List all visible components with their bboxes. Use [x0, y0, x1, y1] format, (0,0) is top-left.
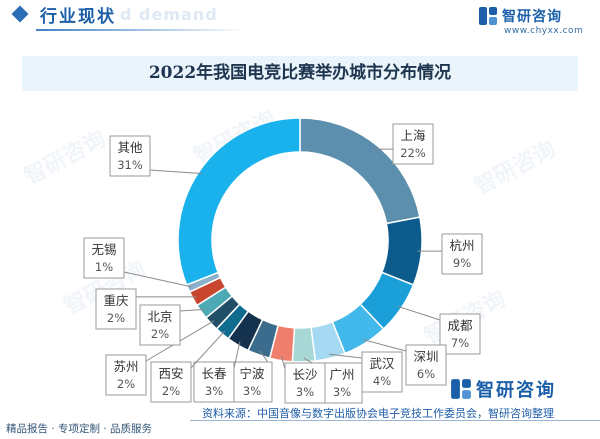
- slice-label: 武汉: [369, 356, 395, 371]
- slice-value-label: 2%: [162, 384, 180, 398]
- data-label-box: [105, 354, 147, 396]
- footer-divider: [190, 420, 600, 421]
- leader-line: [179, 308, 205, 312]
- donut-slice: [291, 326, 317, 363]
- slice-label: 广州: [329, 367, 354, 382]
- slice-label: 宁波: [239, 366, 265, 381]
- data-label-box: [95, 288, 137, 330]
- donut-slice: [177, 117, 301, 286]
- leader-line: [281, 356, 286, 370]
- slice-value-label: 1%: [95, 260, 113, 274]
- leader-line: [123, 271, 192, 288]
- leader-line: [363, 339, 407, 352]
- section-title: 行业现状: [40, 7, 116, 27]
- slice-value-label: 7%: [451, 336, 469, 350]
- source-note: 资料来源：中国音像与数字出版协会电子竞技工作委员会，智研咨询整理: [202, 407, 554, 420]
- slice-value-label: 6%: [417, 367, 435, 381]
- data-label-box: [441, 233, 483, 275]
- slice-label: 成都: [447, 318, 473, 333]
- leader-line: [397, 305, 441, 321]
- slice-value-label: 2%: [107, 311, 125, 325]
- data-label-box: [284, 362, 326, 404]
- slice-value-label: 22%: [400, 146, 426, 160]
- data-label-box: [139, 304, 181, 346]
- slice-label: 其他: [117, 140, 143, 155]
- brand-url: www.chyxx.com: [504, 26, 584, 36]
- data-label-box: [193, 361, 235, 403]
- leader-line: [233, 341, 241, 369]
- zhiyan-logo-icon: [451, 379, 471, 399]
- slice-value-label: 9%: [453, 256, 471, 270]
- data-label-box: [83, 237, 125, 279]
- section-underline: [36, 29, 246, 31]
- section-title-ghost-text: d demand: [120, 5, 218, 24]
- donut-slices: [177, 117, 423, 363]
- data-label-box: [231, 361, 273, 403]
- slice-value-label: 2%: [151, 327, 169, 341]
- leader-line: [190, 330, 226, 369]
- brand-name: 智研咨询: [502, 9, 562, 25]
- footer-tagline: 精品报告 · 专项定制 · 品质服务: [6, 423, 153, 435]
- slice-label: 北京: [147, 309, 172, 324]
- chart-title: 2022年我国电竞比赛举办城市分布情况: [148, 63, 452, 83]
- slice-value-label: 3%: [243, 384, 261, 398]
- slice-label: 杭州: [449, 238, 474, 253]
- footer-brand-logo: 智研咨询: [450, 376, 590, 404]
- data-label-box: [405, 344, 447, 386]
- donut-labels: 上海 22% 杭州 9% 成都 7% 深圳 6% 武汉 4% 广州 3% 长沙 3% 宁波 3% 长春 3% 西安 2…: [83, 123, 483, 404]
- section-header: 行业现状 d demand: [0, 0, 600, 38]
- slice-label: 重庆: [103, 293, 129, 308]
- slice-label: 苏州: [113, 359, 138, 374]
- brand-logo: 智研咨询 www.chyxx.com: [478, 4, 596, 38]
- slice-label: 无锡: [91, 242, 116, 257]
- data-label-box: [361, 351, 403, 393]
- footer-brand-name: 智研咨询: [476, 380, 556, 401]
- chart-title-band: [22, 56, 578, 91]
- data-label-box: [150, 361, 192, 403]
- data-label-box: [392, 123, 434, 165]
- slice-label: 长春: [201, 366, 227, 381]
- slice-value-label: 2%: [117, 377, 135, 391]
- data-label-box: [109, 135, 151, 177]
- slice-value-label: 4%: [373, 374, 391, 388]
- slice-value-label: 3%: [333, 385, 351, 399]
- slice-label: 上海: [400, 128, 426, 143]
- slice-label: 深圳: [413, 349, 438, 364]
- slice-value-label: 3%: [296, 385, 314, 399]
- data-label-box: [439, 313, 481, 355]
- slice-label: 长沙: [292, 367, 318, 382]
- slice-value-label: 31%: [117, 158, 143, 172]
- slice-label: 西安: [158, 366, 183, 381]
- leader-line: [149, 169, 203, 175]
- leader-line: [329, 353, 363, 359]
- zhiyan-logo-icon: [479, 7, 497, 25]
- slice-value-label: 3%: [205, 384, 223, 398]
